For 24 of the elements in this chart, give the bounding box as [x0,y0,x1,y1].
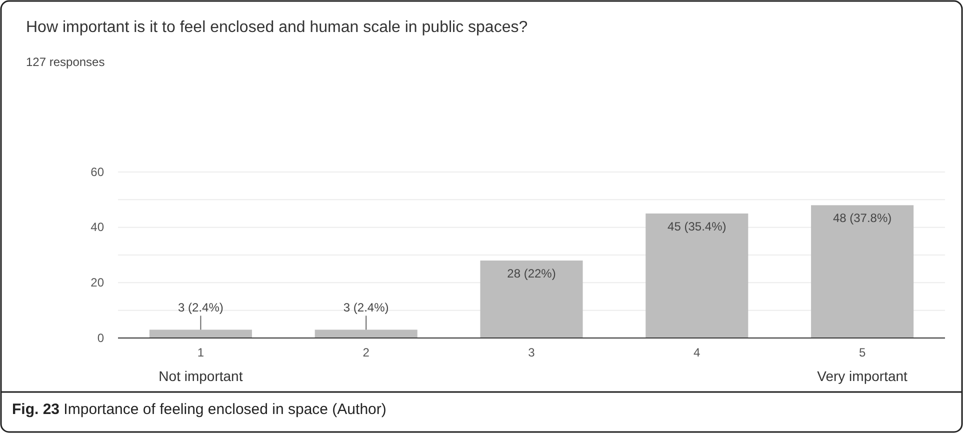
data-label: 3 (2.4%) [178,300,224,315]
bar [149,330,252,338]
data-label: 45 (35.4%) [668,220,726,234]
y-tick-label: 0 [97,330,104,345]
bar [314,330,418,338]
y-tick-label: 20 [90,276,104,290]
x-tick-label: 1 [197,346,204,360]
x-tick-label: 2 [362,346,370,360]
data-label: 48 (37.8%) [832,211,892,226]
caption: Fig. 23 Importance of feeling enclosed in space (Author) [12,401,386,418]
x-tick-label: 3 [528,346,536,360]
chart-title: How important is it to feel enclosed and human scale in public spaces? [26,19,528,36]
data-label: 3 (2.4%) [343,300,389,315]
y-tick-label: 40 [90,220,104,234]
text: Not important [158,368,243,384]
y-tick-label: 60 [90,164,104,179]
x-tick-label: 4 [694,346,701,360]
bar [480,260,583,338]
x-tick-label: 5 [858,346,866,360]
bar [646,214,748,338]
text: Very important [817,368,908,384]
bar [811,205,914,338]
chart-subtitle: 127 responses [26,55,105,69]
data-label: 28 (22%) [507,266,556,281]
